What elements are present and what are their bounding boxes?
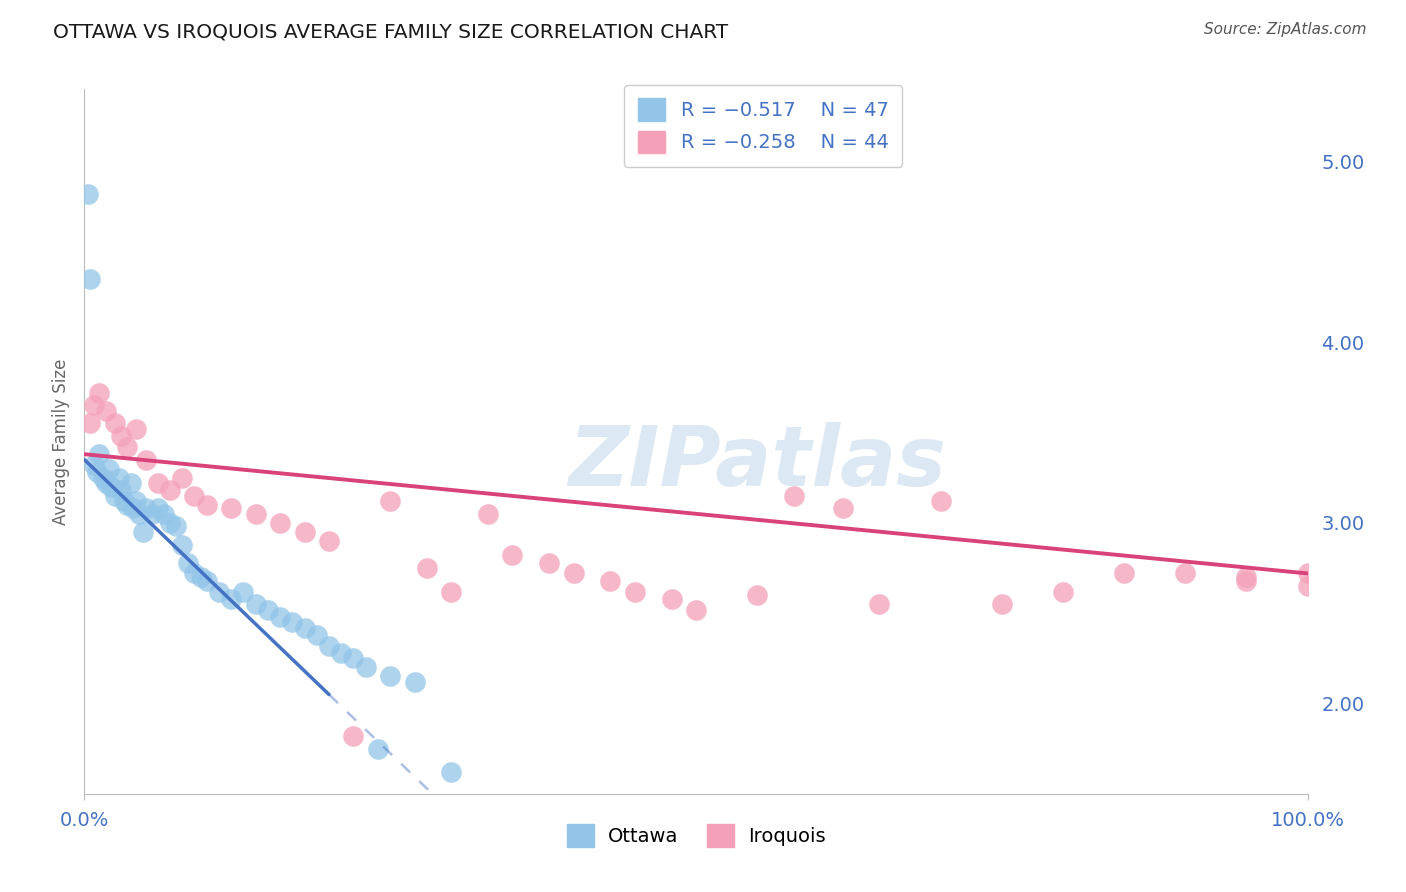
- Point: [183, 566, 205, 581]
- Legend: Ottawa, Iroquois: Ottawa, Iroquois: [558, 816, 834, 855]
- Point: [440, 765, 463, 780]
- Point: [502, 549, 524, 563]
- Point: [87, 447, 110, 461]
- Point: [115, 498, 138, 512]
- Point: [120, 476, 142, 491]
- Point: [294, 524, 316, 539]
- Point: [991, 597, 1014, 611]
- Point: [318, 533, 340, 548]
- Point: [783, 489, 806, 503]
- Point: [269, 609, 291, 624]
- Point: [172, 537, 194, 551]
- Y-axis label: Average Family Size: Average Family Size: [52, 359, 70, 524]
- Point: [141, 507, 163, 521]
- Point: [599, 574, 621, 588]
- Point: [97, 461, 120, 475]
- Point: [747, 588, 769, 602]
- Point: [77, 186, 100, 201]
- Point: [929, 494, 952, 508]
- Point: [83, 458, 105, 472]
- Point: [330, 646, 353, 660]
- Point: [96, 476, 118, 491]
- Point: [122, 501, 145, 516]
- Point: [416, 561, 439, 575]
- Point: [219, 501, 242, 516]
- Point: [404, 674, 426, 689]
- Point: [232, 584, 254, 599]
- Point: [104, 417, 127, 431]
- Point: [380, 669, 402, 683]
- Point: [1236, 570, 1258, 584]
- Point: [125, 422, 148, 436]
- Point: [440, 584, 463, 599]
- Point: [190, 570, 212, 584]
- Point: [195, 574, 218, 588]
- Point: [79, 417, 101, 431]
- Point: [685, 602, 707, 616]
- Text: OTTAWA VS IROQUOIS AVERAGE FAMILY SIZE CORRELATION CHART: OTTAWA VS IROQUOIS AVERAGE FAMILY SIZE C…: [53, 22, 728, 41]
- Point: [146, 476, 169, 491]
- Point: [132, 524, 155, 539]
- Point: [165, 519, 187, 533]
- Point: [318, 639, 340, 653]
- Point: [159, 483, 181, 498]
- Point: [86, 465, 108, 479]
- Point: [380, 494, 402, 508]
- Point: [110, 483, 132, 498]
- Point: [219, 591, 242, 606]
- Point: [1052, 584, 1074, 599]
- Point: [135, 501, 157, 516]
- Point: [1236, 574, 1258, 588]
- Point: [172, 471, 194, 485]
- Point: [208, 584, 231, 599]
- Point: [245, 597, 267, 611]
- Point: [831, 501, 853, 516]
- Point: [91, 471, 114, 485]
- Point: [538, 556, 561, 570]
- Point: [112, 494, 135, 508]
- Point: [1174, 566, 1197, 581]
- Point: [269, 516, 291, 530]
- Point: [294, 621, 316, 635]
- Point: [107, 471, 129, 485]
- Point: [135, 452, 157, 467]
- Point: [1296, 579, 1319, 593]
- Point: [159, 516, 181, 530]
- Point: [1296, 566, 1319, 581]
- Point: [354, 660, 377, 674]
- Point: [96, 404, 118, 418]
- Point: [367, 741, 389, 756]
- Text: Source: ZipAtlas.com: Source: ZipAtlas.com: [1204, 22, 1367, 37]
- Point: [305, 628, 328, 642]
- Point: [281, 615, 304, 630]
- Point: [153, 507, 176, 521]
- Point: [257, 602, 280, 616]
- Point: [104, 489, 127, 503]
- Point: [477, 507, 499, 521]
- Point: [183, 489, 205, 503]
- Point: [110, 429, 132, 443]
- Point: [342, 729, 364, 743]
- Point: [1114, 566, 1136, 581]
- Point: [100, 480, 122, 494]
- Point: [83, 398, 105, 412]
- Point: [146, 501, 169, 516]
- Point: [79, 272, 101, 286]
- Point: [115, 440, 138, 454]
- Point: [661, 591, 683, 606]
- Point: [128, 507, 150, 521]
- Point: [562, 566, 585, 581]
- Point: [245, 507, 267, 521]
- Point: [177, 556, 200, 570]
- Point: [342, 651, 364, 665]
- Point: [125, 494, 148, 508]
- Point: [624, 584, 647, 599]
- Point: [869, 597, 891, 611]
- Point: [87, 385, 110, 400]
- Text: ZIPatlas: ZIPatlas: [568, 422, 946, 503]
- Point: [195, 498, 218, 512]
